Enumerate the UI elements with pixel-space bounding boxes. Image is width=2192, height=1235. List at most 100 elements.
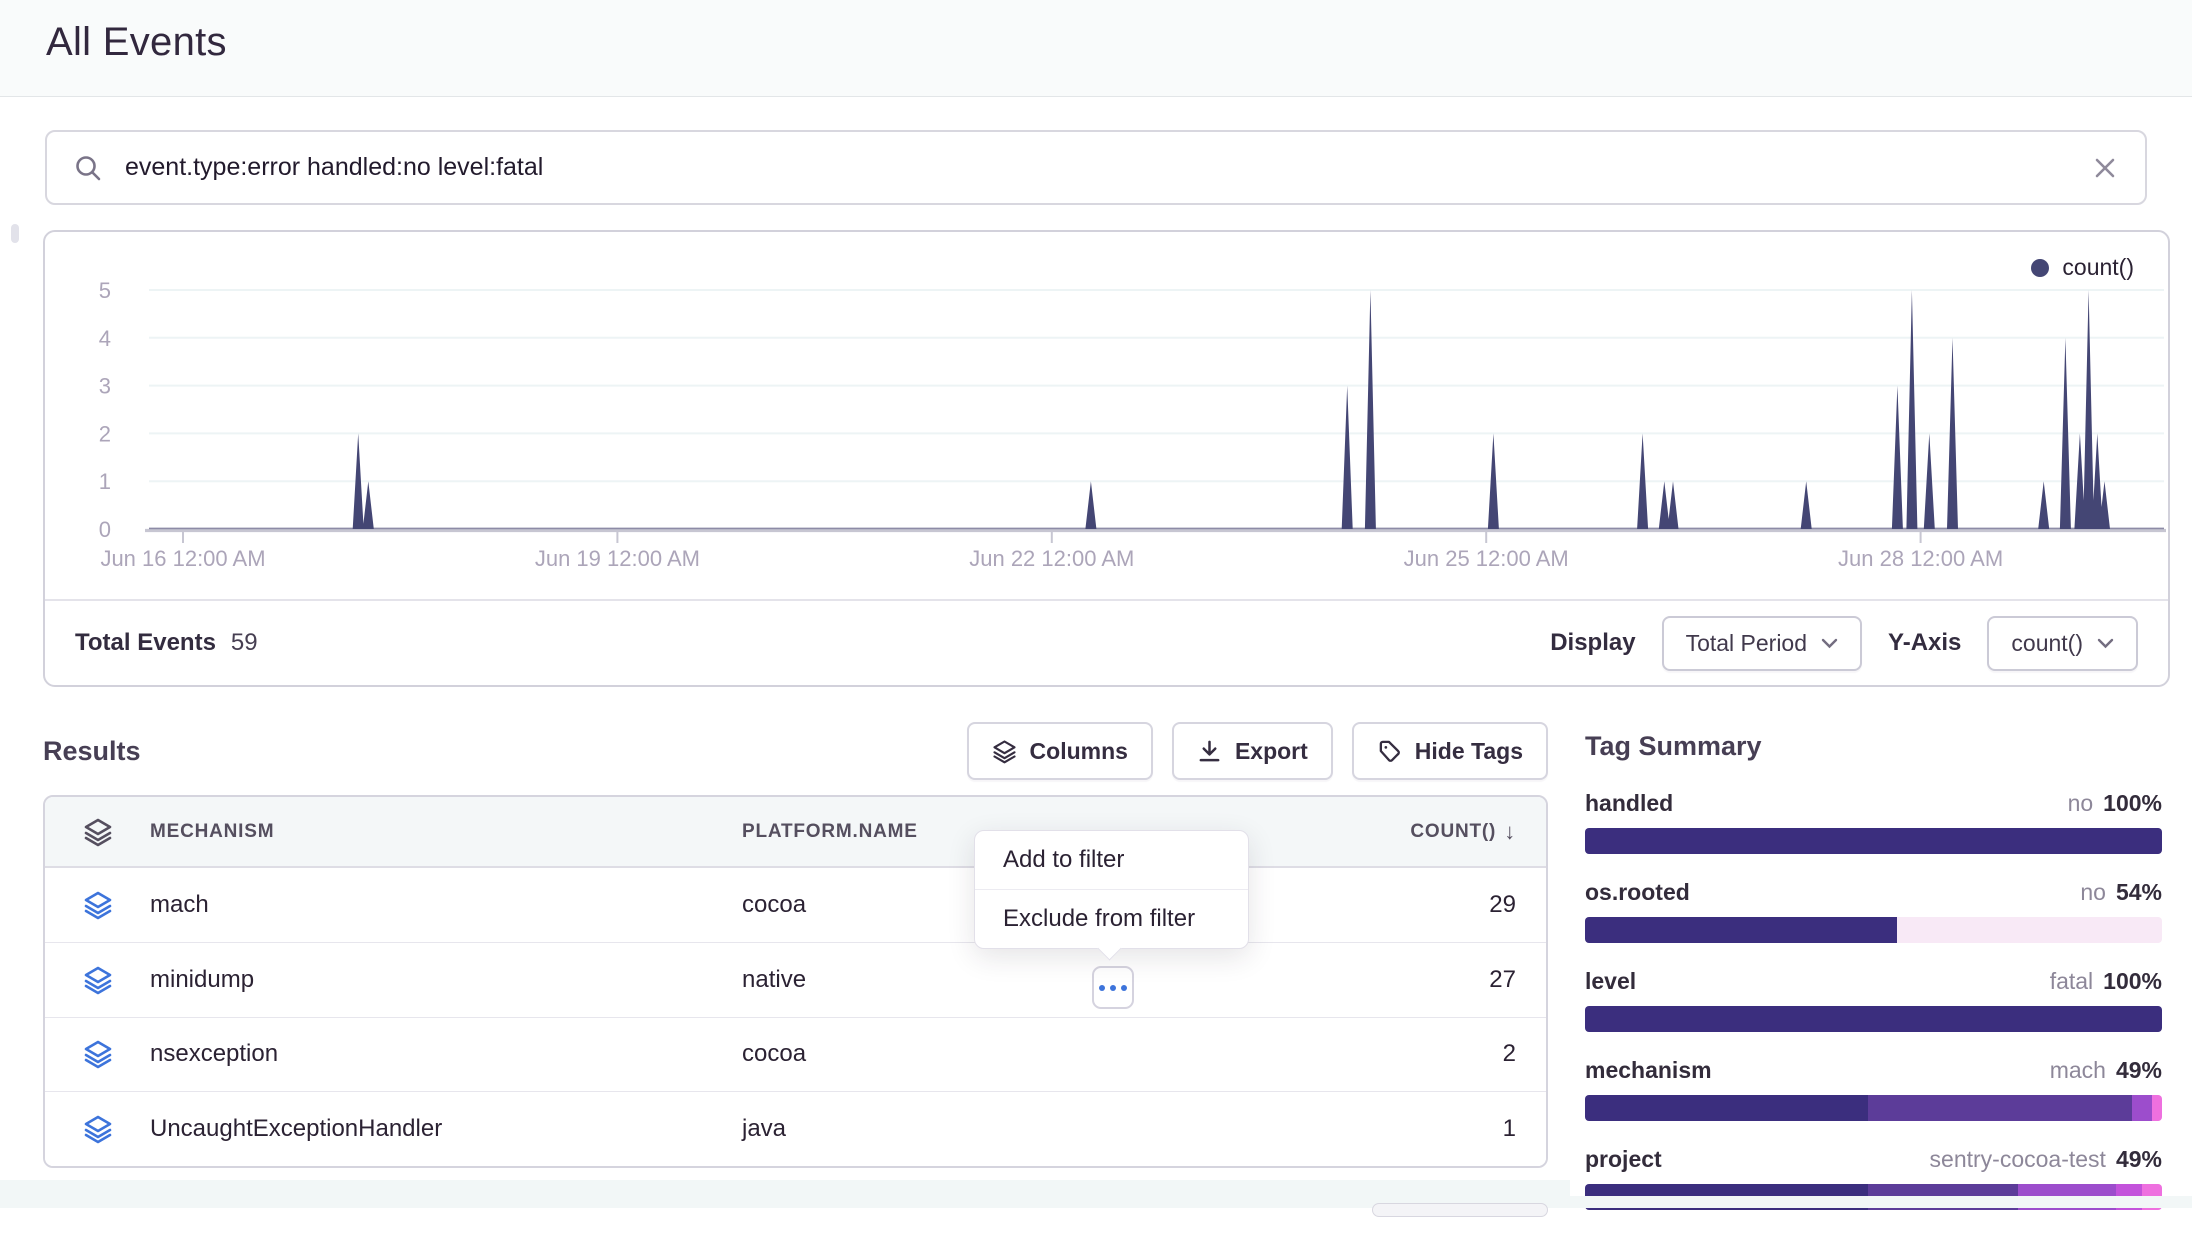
tag-distribution-bar[interactable]	[1585, 1095, 2162, 1121]
tag-distribution-bar[interactable]	[1585, 917, 2162, 943]
page-title: All Events	[46, 20, 227, 64]
tag-summary-entry: level fatal 100%	[1585, 968, 2162, 1032]
cell-actions-menu: Add to filter Exclude from filter	[974, 830, 1249, 961]
yaxis-dropdown-value: count()	[2011, 629, 2083, 656]
tag-top-percentage: 49%	[2115, 1146, 2162, 1172]
panel-drag-handle[interactable]	[11, 224, 19, 243]
chevron-down-icon	[2097, 638, 2114, 648]
events-chart-panel: count() 0 1 2 3 4 5 Jun 16 12:00 AM Jun 19 12:0…	[43, 230, 2170, 687]
table-row[interactable]: mach cocoa 29	[45, 868, 1546, 942]
search-query-text[interactable]: event.type:error handled:no level:fatal	[125, 153, 544, 181]
row-stack-icon[interactable]	[45, 1039, 150, 1069]
yaxis-label: Y-Axis	[1888, 629, 1962, 656]
row-stack-icon[interactable]	[45, 1114, 150, 1144]
export-button[interactable]: Export	[1171, 722, 1333, 780]
page-header: All Events	[0, 0, 2192, 97]
table-header-row: MECHANISM PLATFORM.NAME COUNT() ↓	[45, 797, 1546, 868]
tag-bar-segment	[1585, 1006, 2162, 1032]
tag-summary-entry: mechanism mach 49%	[1585, 1057, 2162, 1121]
tag-summary-heading: Tag Summary	[1585, 731, 1762, 761]
chart-series-spikes	[352, 290, 2111, 529]
tag-label-row: mechanism mach 49%	[1585, 1057, 2162, 1084]
chart-canvas: 0 1 2 3 4 5 Jun 16 12:00 AM Jun 19 12:00 AM Jun …	[99, 278, 2166, 571]
tag-top-value: mach	[2049, 1057, 2106, 1083]
cell-count: 27	[1489, 965, 1516, 993]
columns-button[interactable]: Columns	[966, 722, 1153, 780]
tag-top-value: no	[2067, 790, 2094, 816]
yaxis-dropdown[interactable]: count()	[1987, 615, 2138, 671]
menu-item-add-to-filter[interactable]: Add to filter	[1003, 846, 1125, 873]
pagination-buttons[interactable]	[1372, 1203, 1548, 1217]
tag-summary-entry: handled no 100%	[1585, 790, 2162, 854]
y-axis-tick-label: 1	[99, 469, 111, 494]
legend-dot-icon	[2031, 258, 2050, 277]
results-header-row: Results Columns Export Hide Tags	[43, 722, 1548, 780]
table-row[interactable]: UncaughtExceptionHandler java 1	[45, 1091, 1546, 1166]
table-body: mach cocoa 29 minidump native 27 nsexception co…	[45, 868, 1546, 1166]
total-events-value: 59	[230, 629, 258, 656]
table-header-stack-icon-button[interactable]	[45, 817, 150, 847]
tag-icon	[1377, 739, 1402, 764]
y-axis-tick-label: 3	[99, 374, 111, 399]
display-dropdown[interactable]: Total Period	[1661, 615, 1863, 671]
cell-more-actions-button[interactable]	[1092, 966, 1134, 1009]
column-header-mechanism[interactable]: MECHANISM	[150, 820, 275, 842]
y-axis-tick-label: 2	[99, 421, 111, 446]
row-stack-icon[interactable]	[45, 965, 150, 995]
tag-name: handled	[1585, 790, 1674, 816]
menu-item-exclude-from-filter[interactable]: Exclude from filter	[975, 889, 1248, 948]
row-stack-icon[interactable]	[45, 890, 150, 920]
display-dropdown-value: Total Period	[1685, 629, 1808, 656]
x-axis-tick-label: Jun 25 12:00 AM	[1404, 546, 1569, 571]
display-label: Display	[1550, 629, 1636, 656]
chevron-down-icon	[1821, 638, 1838, 648]
results-heading: Results	[43, 735, 141, 766]
cell-platform-name: cocoa	[742, 890, 807, 918]
cell-count: 2	[1502, 1040, 1516, 1068]
hide-tags-button-label: Hide Tags	[1414, 737, 1523, 764]
tag-name: mechanism	[1585, 1057, 1712, 1083]
tag-label-row: os.rooted no 54%	[1585, 879, 2162, 906]
x-axis-tick-label: Jun 28 12:00 AM	[1838, 546, 2003, 571]
table-row[interactable]: nsexception cocoa 2	[45, 1016, 1546, 1092]
tag-summary-panel: Tag Summary handled no 100% os.rooted no 54% l…	[1585, 731, 2162, 1235]
events-chart: count() 0 1 2 3 4 5 Jun 16 12:00 AM Jun 19 12:0…	[45, 232, 2168, 599]
cell-mechanism: minidump	[150, 965, 255, 993]
tag-distribution-bar[interactable]	[1585, 828, 2162, 854]
tag-name: os.rooted	[1585, 879, 1690, 905]
clear-search-icon[interactable]	[2091, 154, 2119, 182]
table-row[interactable]: minidump native 27	[45, 941, 1546, 1017]
tag-top-value: sentry-cocoa-test	[1929, 1146, 2106, 1172]
search-icon	[73, 153, 103, 183]
x-axis-tick-label: Jun 16 12:00 AM	[100, 546, 265, 571]
tag-bar-segment	[1585, 1095, 1868, 1121]
column-header-count[interactable]: COUNT() ↓	[1396, 819, 1546, 845]
legend-label: count()	[2062, 254, 2134, 280]
page-background-strip	[0, 1180, 1570, 1208]
ellipsis-icon	[1121, 984, 1127, 991]
tag-top-percentage: 54%	[2115, 879, 2162, 905]
ellipsis-icon	[1099, 984, 1105, 991]
y-axis-tick-label: 5	[99, 278, 111, 303]
tag-top-percentage: 100%	[2103, 790, 2162, 816]
y-axis-tick-label: 4	[99, 326, 111, 351]
tag-bar-segment	[1867, 1095, 2132, 1121]
tag-distribution-bar[interactable]	[1585, 1006, 2162, 1032]
chart-legend[interactable]: count()	[2031, 254, 2134, 281]
tag-bar-segment	[1585, 917, 1897, 943]
chart-footer: Total Events 59 Display Total Period Y-A…	[45, 599, 2168, 685]
search-input[interactable]: event.type:error handled:no level:fatal	[45, 130, 2147, 205]
tag-bar-segment	[1585, 828, 2162, 854]
hide-tags-button[interactable]: Hide Tags	[1351, 722, 1548, 780]
tag-summary-entry: os.rooted no 54%	[1585, 879, 2162, 943]
tag-label-row: handled no 100%	[1585, 790, 2162, 817]
column-header-platform-name[interactable]: PLATFORM.NAME	[742, 820, 918, 842]
tag-bar-segment	[2131, 1095, 2152, 1121]
y-axis-tick-label: 0	[99, 517, 111, 542]
cell-platform-name: native	[742, 965, 807, 993]
cell-platform-name: java	[742, 1115, 787, 1143]
x-axis-tick-label: Jun 19 12:00 AM	[535, 546, 700, 571]
download-icon	[1197, 739, 1222, 764]
cell-platform-name: cocoa	[742, 1040, 807, 1068]
column-header-count-label: COUNT()	[1410, 820, 1497, 842]
